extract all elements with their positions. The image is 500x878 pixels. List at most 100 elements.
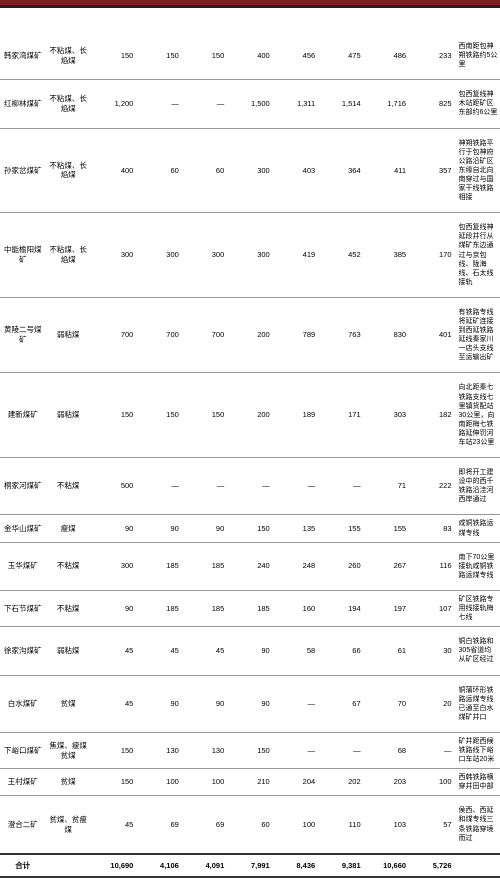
- value-cell: 71: [364, 458, 409, 515]
- value-cell: 116: [409, 542, 454, 590]
- value-cell: 20: [409, 675, 454, 732]
- value-cell: 185: [136, 590, 181, 626]
- remark: 西南距包神朔铁路约5公里: [455, 32, 500, 80]
- value-cell: 150: [182, 32, 227, 80]
- value-cell: 70: [364, 675, 409, 732]
- value-cell: —: [318, 458, 363, 515]
- value-cell: 197: [364, 590, 409, 626]
- mine-name: 韩家湾煤矿: [0, 32, 45, 80]
- value-cell: —: [136, 458, 181, 515]
- coal-type: 不粘煤、长焰煤: [45, 32, 90, 80]
- remark: 南下70公里接轨咸铜铁路运煤专线: [455, 542, 500, 590]
- value-cell: 155: [318, 515, 363, 542]
- value-cell: 135: [273, 515, 318, 542]
- value-cell: 456: [273, 32, 318, 80]
- value-cell: 233: [409, 32, 454, 80]
- value-cell: 150: [227, 732, 272, 768]
- remark: 矿井距西候铁路线下峪口车站20米: [455, 732, 500, 768]
- value-cell: 222: [409, 458, 454, 515]
- value-cell: 160: [273, 590, 318, 626]
- value-cell: —: [182, 458, 227, 515]
- value-cell: 90: [136, 515, 181, 542]
- total-value: 9,381: [318, 854, 363, 878]
- value-cell: 1,500: [227, 80, 272, 128]
- value-cell: 170: [409, 213, 454, 298]
- value-cell: 150: [91, 732, 136, 768]
- value-cell: 1,200: [91, 80, 136, 128]
- mine-name: 建新煤矿: [0, 373, 45, 458]
- remark: 即将开工建设中的西千铁路沿洼河西岸通过: [455, 458, 500, 515]
- value-cell: 267: [364, 542, 409, 590]
- value-cell: 45: [136, 627, 181, 675]
- value-cell: 103: [364, 796, 409, 854]
- value-cell: 825: [409, 80, 454, 128]
- value-cell: 475: [318, 32, 363, 80]
- value-cell: 500: [91, 458, 136, 515]
- value-cell: 364: [318, 128, 363, 213]
- value-cell: 303: [364, 373, 409, 458]
- value-cell: 185: [182, 542, 227, 590]
- value-cell: 194: [318, 590, 363, 626]
- value-cell: 69: [136, 796, 181, 854]
- value-cell: 155: [364, 515, 409, 542]
- coal-type: 焦煤、瘦煤贫煤: [45, 732, 90, 768]
- value-cell: 1,311: [273, 80, 318, 128]
- value-cell: 486: [364, 32, 409, 80]
- value-cell: 83: [409, 515, 454, 542]
- value-cell: 150: [136, 373, 181, 458]
- total-value: 10,690: [91, 854, 136, 878]
- mine-name: 孙家岔煤矿: [0, 128, 45, 213]
- value-cell: 90: [136, 675, 181, 732]
- mine-name: 徐家沟煤矿: [0, 627, 45, 675]
- value-cell: 68: [364, 732, 409, 768]
- mine-name: 玉华煤矿: [0, 542, 45, 590]
- value-cell: 130: [136, 732, 181, 768]
- remark: 向北距秦七铁路支线七里镇货配站30公里，向南距梅七铁路延伸罚河车站23公里: [455, 373, 500, 458]
- remark: 咸铜铁路运煤专线: [455, 515, 500, 542]
- total-value: 4,106: [136, 854, 181, 878]
- mine-name: 王村煤矿: [0, 769, 45, 796]
- total-value: 4,091: [182, 854, 227, 878]
- remark: 神朔铁路平行于包神府公路沿矿区东缘自北向南穿过与国家干线铁路相接: [455, 128, 500, 213]
- value-cell: —: [182, 80, 227, 128]
- value-cell: 300: [227, 128, 272, 213]
- value-cell: 185: [182, 590, 227, 626]
- value-cell: 210: [227, 769, 272, 796]
- value-cell: 182: [409, 373, 454, 458]
- value-cell: —: [273, 675, 318, 732]
- coal-type: 弱粘煤: [45, 373, 90, 458]
- value-cell: 69: [182, 796, 227, 854]
- mine-name: 金华山煤矿: [0, 515, 45, 542]
- mine-name: 桐家河煤矿: [0, 458, 45, 515]
- value-cell: 1,716: [364, 80, 409, 128]
- coal-type: 不粘煤: [45, 458, 90, 515]
- mine-name: 白水煤矿: [0, 675, 45, 732]
- value-cell: 1,514: [318, 80, 363, 128]
- coal-type: 不粘煤、长焰煤: [45, 80, 90, 128]
- value-cell: 100: [409, 769, 454, 796]
- value-cell: 45: [91, 675, 136, 732]
- value-cell: 411: [364, 128, 409, 213]
- value-cell: 45: [91, 627, 136, 675]
- value-cell: 90: [91, 590, 136, 626]
- coal-type: 贫煤、贫瘦煤: [45, 796, 90, 854]
- value-cell: 830: [364, 297, 409, 373]
- value-cell: 90: [227, 627, 272, 675]
- value-cell: 58: [273, 627, 318, 675]
- value-cell: 300: [227, 213, 272, 298]
- value-cell: 150: [91, 769, 136, 796]
- value-cell: 60: [182, 128, 227, 213]
- value-cell: 401: [409, 297, 454, 373]
- value-cell: 150: [91, 32, 136, 80]
- value-cell: 419: [273, 213, 318, 298]
- value-cell: 700: [91, 297, 136, 373]
- mine-name: 黄陵二号煤矿: [0, 297, 45, 373]
- value-cell: 300: [91, 542, 136, 590]
- mine-name: 下石节煤矿: [0, 590, 45, 626]
- value-cell: 171: [318, 373, 363, 458]
- value-cell: 300: [91, 213, 136, 298]
- value-cell: 45: [91, 796, 136, 854]
- value-cell: 150: [136, 32, 181, 80]
- value-cell: 90: [227, 675, 272, 732]
- mine-name: 下峪口煤矿: [0, 732, 45, 768]
